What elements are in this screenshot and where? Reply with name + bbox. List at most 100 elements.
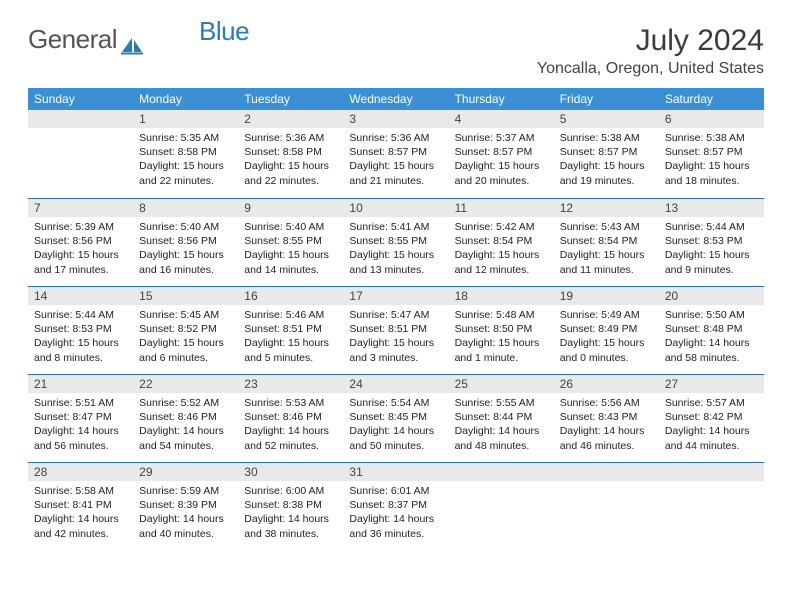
day-number: 13 [659,198,764,217]
header: General Blue July 2024 Yoncalla, Oregon,… [28,24,764,78]
day-number: 8 [133,198,238,217]
day-number: 26 [554,374,659,393]
day-number: 15 [133,286,238,305]
day-details: Sunrise: 5:38 AMSunset: 8:57 PMDaylight:… [554,128,659,194]
day-details: Sunrise: 5:48 AMSunset: 8:50 PMDaylight:… [449,305,554,371]
logo-text-1: General [28,24,117,55]
calendar-day-cell: 8Sunrise: 5:40 AMSunset: 8:56 PMDaylight… [133,198,238,286]
calendar-day-cell: 3Sunrise: 5:36 AMSunset: 8:57 PMDaylight… [343,110,448,198]
day-number: 4 [449,110,554,128]
calendar-day-cell: 25Sunrise: 5:55 AMSunset: 8:44 PMDayligh… [449,374,554,462]
calendar-day-cell: 31Sunrise: 6:01 AMSunset: 8:37 PMDayligh… [343,462,448,550]
calendar-day-cell: 15Sunrise: 5:45 AMSunset: 8:52 PMDayligh… [133,286,238,374]
calendar-day-cell: 26Sunrise: 5:56 AMSunset: 8:43 PMDayligh… [554,374,659,462]
day-number: 5 [554,110,659,128]
calendar-week-row: 21Sunrise: 5:51 AMSunset: 8:47 PMDayligh… [28,374,764,462]
calendar-day-cell: 29Sunrise: 5:59 AMSunset: 8:39 PMDayligh… [133,462,238,550]
day-details: Sunrise: 5:56 AMSunset: 8:43 PMDaylight:… [554,393,659,459]
day-details: Sunrise: 5:49 AMSunset: 8:49 PMDaylight:… [554,305,659,371]
day-details: Sunrise: 5:57 AMSunset: 8:42 PMDaylight:… [659,393,764,459]
title-block: July 2024 Yoncalla, Oregon, United State… [537,24,764,78]
day-details: Sunrise: 5:47 AMSunset: 8:51 PMDaylight:… [343,305,448,371]
day-details: Sunrise: 5:53 AMSunset: 8:46 PMDaylight:… [238,393,343,459]
day-details: Sunrise: 5:40 AMSunset: 8:56 PMDaylight:… [133,217,238,283]
weekday-header: Thursday [449,88,554,110]
day-number: 22 [133,374,238,393]
day-details: Sunrise: 5:58 AMSunset: 8:41 PMDaylight:… [28,481,133,547]
weekday-header: Friday [554,88,659,110]
calendar-day-cell: 10Sunrise: 5:41 AMSunset: 8:55 PMDayligh… [343,198,448,286]
day-number: 14 [28,286,133,305]
calendar-day-cell [449,462,554,550]
day-number: 24 [343,374,448,393]
day-number: 25 [449,374,554,393]
calendar-day-cell [554,462,659,550]
day-details: Sunrise: 5:43 AMSunset: 8:54 PMDaylight:… [554,217,659,283]
calendar-week-row: 7Sunrise: 5:39 AMSunset: 8:56 PMDaylight… [28,198,764,286]
day-number: 23 [238,374,343,393]
calendar-day-cell: 30Sunrise: 6:00 AMSunset: 8:38 PMDayligh… [238,462,343,550]
month-title: July 2024 [537,24,764,58]
day-details: Sunrise: 6:01 AMSunset: 8:37 PMDaylight:… [343,481,448,547]
day-number: 9 [238,198,343,217]
calendar-week-row: 14Sunrise: 5:44 AMSunset: 8:53 PMDayligh… [28,286,764,374]
weekday-header-row: SundayMondayTuesdayWednesdayThursdayFrid… [28,88,764,110]
calendar-day-cell: 5Sunrise: 5:38 AMSunset: 8:57 PMDaylight… [554,110,659,198]
calendar-day-cell: 24Sunrise: 5:54 AMSunset: 8:45 PMDayligh… [343,374,448,462]
day-details: Sunrise: 5:42 AMSunset: 8:54 PMDaylight:… [449,217,554,283]
weekday-header: Monday [133,88,238,110]
day-details: Sunrise: 5:50 AMSunset: 8:48 PMDaylight:… [659,305,764,371]
day-number: 30 [238,462,343,481]
day-number: 31 [343,462,448,481]
day-details: Sunrise: 5:46 AMSunset: 8:51 PMDaylight:… [238,305,343,371]
calendar-day-cell: 12Sunrise: 5:43 AMSunset: 8:54 PMDayligh… [554,198,659,286]
day-details: Sunrise: 5:44 AMSunset: 8:53 PMDaylight:… [28,305,133,371]
day-number: 21 [28,374,133,393]
calendar-day-cell: 27Sunrise: 5:57 AMSunset: 8:42 PMDayligh… [659,374,764,462]
day-details: Sunrise: 5:41 AMSunset: 8:55 PMDaylight:… [343,217,448,283]
day-number: 29 [133,462,238,481]
sail-icon [121,31,143,49]
calendar-day-cell: 20Sunrise: 5:50 AMSunset: 8:48 PMDayligh… [659,286,764,374]
day-details: Sunrise: 5:36 AMSunset: 8:57 PMDaylight:… [343,128,448,194]
calendar-day-cell: 21Sunrise: 5:51 AMSunset: 8:47 PMDayligh… [28,374,133,462]
day-number: 2 [238,110,343,128]
day-number: 6 [659,110,764,128]
day-details: Sunrise: 5:37 AMSunset: 8:57 PMDaylight:… [449,128,554,194]
weekday-header: Tuesday [238,88,343,110]
weekday-header: Saturday [659,88,764,110]
calendar-day-cell: 6Sunrise: 5:38 AMSunset: 8:57 PMDaylight… [659,110,764,198]
calendar-day-cell: 14Sunrise: 5:44 AMSunset: 8:53 PMDayligh… [28,286,133,374]
day-details: Sunrise: 5:35 AMSunset: 8:58 PMDaylight:… [133,128,238,194]
calendar-day-cell [28,110,133,198]
day-number: 12 [554,198,659,217]
calendar-day-cell: 17Sunrise: 5:47 AMSunset: 8:51 PMDayligh… [343,286,448,374]
calendar-day-cell: 4Sunrise: 5:37 AMSunset: 8:57 PMDaylight… [449,110,554,198]
calendar-day-cell: 19Sunrise: 5:49 AMSunset: 8:49 PMDayligh… [554,286,659,374]
day-number: 27 [659,374,764,393]
calendar-table: SundayMondayTuesdayWednesdayThursdayFrid… [28,88,764,550]
logo-text-2: Blue [199,16,249,47]
calendar-day-cell [659,462,764,550]
calendar-day-cell: 1Sunrise: 5:35 AMSunset: 8:58 PMDaylight… [133,110,238,198]
day-number: 3 [343,110,448,128]
day-details: Sunrise: 5:45 AMSunset: 8:52 PMDaylight:… [133,305,238,371]
day-details: Sunrise: 5:51 AMSunset: 8:47 PMDaylight:… [28,393,133,459]
day-number: 7 [28,198,133,217]
day-number [449,462,554,481]
calendar-day-cell: 28Sunrise: 5:58 AMSunset: 8:41 PMDayligh… [28,462,133,550]
calendar-day-cell: 11Sunrise: 5:42 AMSunset: 8:54 PMDayligh… [449,198,554,286]
day-number [28,110,133,128]
day-number: 20 [659,286,764,305]
logo: General Blue [28,24,249,55]
day-details: Sunrise: 5:54 AMSunset: 8:45 PMDaylight:… [343,393,448,459]
weekday-header: Wednesday [343,88,448,110]
weekday-header: Sunday [28,88,133,110]
day-number: 18 [449,286,554,305]
calendar-week-row: 28Sunrise: 5:58 AMSunset: 8:41 PMDayligh… [28,462,764,550]
calendar-day-cell: 9Sunrise: 5:40 AMSunset: 8:55 PMDaylight… [238,198,343,286]
calendar-week-row: 1Sunrise: 5:35 AMSunset: 8:58 PMDaylight… [28,110,764,198]
day-number: 16 [238,286,343,305]
calendar-day-cell: 2Sunrise: 5:36 AMSunset: 8:58 PMDaylight… [238,110,343,198]
calendar-day-cell: 22Sunrise: 5:52 AMSunset: 8:46 PMDayligh… [133,374,238,462]
